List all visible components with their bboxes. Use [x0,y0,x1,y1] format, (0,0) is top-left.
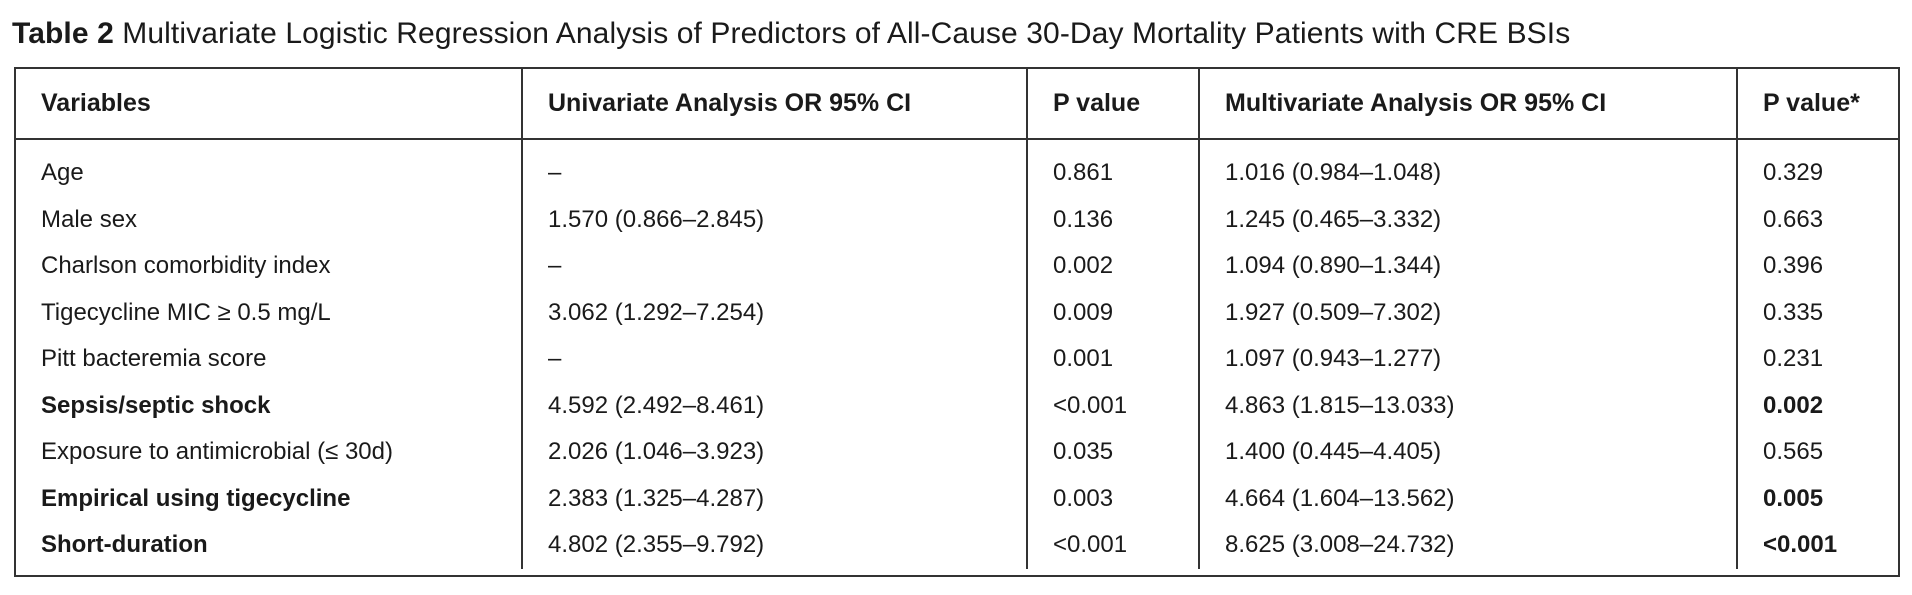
cell-multivariate-p: 0.396 [1736,243,1898,290]
cell-univariate-or: – [521,243,1027,290]
cell-multivariate-or: 1.927 (0.509–7.302) [1198,289,1737,336]
cell-univariate-p: 0.003 [1026,475,1199,522]
cell-variable: Short-duration [41,531,208,559]
table-caption: Table 2 Multivariate Logistic Regression… [12,14,1570,54]
table-row: Tigecycline MIC ≥ 0.5 mg/L 3.062 (1.292–7… [16,289,1898,336]
cell-multivariate-or: 1.400 (0.445–4.405) [1198,429,1737,476]
cell-variable: Empirical using tigecycline [41,484,351,512]
header-multivariate-p: P value* [1736,69,1898,140]
cell-multivariate-p: <0.001 [1736,522,1898,569]
header-variables: Variables [16,69,522,140]
cell-univariate-or: 3.062 (1.292–7.254) [521,289,1027,336]
cell-multivariate-p: 0.005 [1736,475,1898,522]
cell-univariate-or: 2.026 (1.046–3.923) [521,429,1027,476]
table-row: Age –0.861 1.016 (0.984–1.048) 0.329 [16,139,1898,197]
header-univariate-or: Univariate Analysis OR 95% CI [521,69,1027,140]
cell-multivariate-p: 0.565 [1736,429,1898,476]
cell-univariate-or: 4.592 (2.492–8.461) [521,382,1027,429]
table-row: Exposure to antimicrobial (≤ 30d) 2.026 (… [16,429,1898,476]
cell-univariate-or: 1.570 (0.866–2.845) [521,196,1027,243]
cell-univariate-or: 4.802 (2.355–9.792) [521,522,1027,569]
cell-univariate-p: 0.136 [1026,196,1199,243]
cell-univariate-or: – [521,336,1027,383]
cell-univariate-p: 0.035 [1026,429,1199,476]
cell-variable: Charlson comorbidity index [41,252,331,280]
cell-variable: Exposure to antimicrobial (≤ 30d) [41,438,393,466]
cell-univariate-p: <0.001 [1026,382,1199,429]
table-title: Multivariate Logistic Regression Analysi… [122,17,1571,50]
cell-multivariate-or: 1.094 (0.890–1.344) [1198,243,1737,290]
cell-multivariate-p: 0.329 [1736,139,1898,197]
table-body: Age –0.861 1.016 (0.984–1.048) 0.329 Male se… [16,139,1898,569]
cell-variable: Male sex [41,205,138,233]
cell-multivariate-p: 0.002 [1736,382,1898,429]
cell-univariate-p: <0.001 [1026,522,1199,569]
cell-multivariate-or: 8.625 (3.008–24.732) [1198,522,1737,569]
regression-table: Variables Univariate Analysis OR 95% CI … [16,69,1898,569]
cell-univariate-p: 0.861 [1026,139,1199,197]
cell-multivariate-or: 1.016 (0.984–1.048) [1198,139,1737,197]
table-row: Empirical using tigecycline 2.383 (1.325–… [16,475,1898,522]
regression-table-frame: Variables Univariate Analysis OR 95% CI … [14,67,1900,577]
cell-variable: Pitt bacteremia score [41,345,267,373]
table-row: Male sex 1.570 (0.866–2.845) 0.136 1.245 (0… [16,196,1898,243]
table-row: Pitt bacteremia score –0.001 1.097 (0.943–… [16,336,1898,383]
table-header-row: Variables Univariate Analysis OR 95% CI … [16,69,1898,140]
cell-multivariate-p: 0.231 [1736,336,1898,383]
header-univariate-p: P value [1026,69,1199,140]
cell-univariate-or: – [521,139,1027,197]
cell-multivariate-p: 0.335 [1736,289,1898,336]
cell-variable: Tigecycline MIC ≥ 0.5 mg/L [41,298,331,326]
table-label: Table 2 [12,17,114,50]
cell-univariate-or: 2.383 (1.325–4.287) [521,475,1027,522]
cell-univariate-p: 0.002 [1026,243,1199,290]
cell-univariate-p: 0.009 [1026,289,1199,336]
table-row: Short-duration 4.802 (2.355–9.792) <0.001 8… [16,522,1898,569]
cell-variable: Sepsis/septic shock [41,391,271,419]
table-row: Charlson comorbidity index –0.002 1.094 (0… [16,243,1898,290]
cell-variable: Age [41,159,84,187]
cell-multivariate-or: 1.097 (0.943–1.277) [1198,336,1737,383]
cell-multivariate-or: 4.863 (1.815–13.033) [1198,382,1737,429]
cell-univariate-p: 0.001 [1026,336,1199,383]
cell-multivariate-or: 4.664 (1.604–13.562) [1198,475,1737,522]
header-multivariate-or: Multivariate Analysis OR 95% CI [1198,69,1737,140]
cell-multivariate-p: 0.663 [1736,196,1898,243]
cell-multivariate-or: 1.245 (0.465–3.332) [1198,196,1737,243]
table-row: Sepsis/septic shock 4.592 (2.492–8.461) <0… [16,382,1898,429]
